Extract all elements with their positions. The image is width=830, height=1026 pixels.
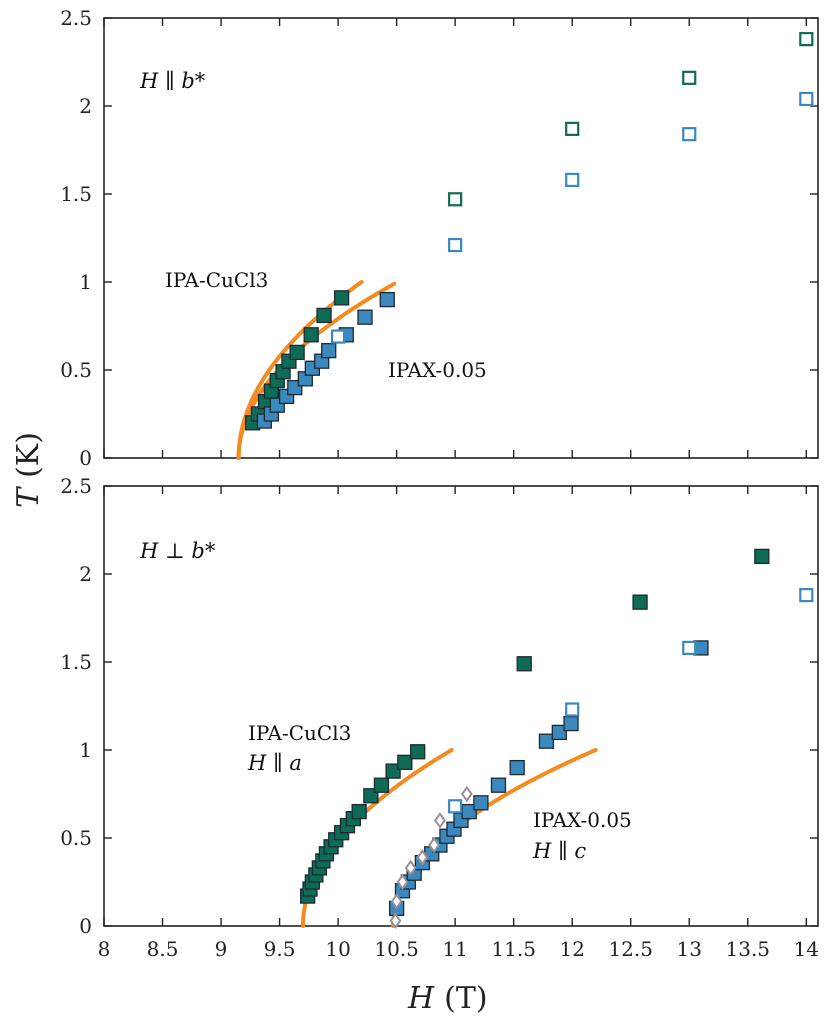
x-tick-label: 9.5 [264,937,296,961]
top-filled-square-point [379,291,395,308]
bottom-filled-square-point [538,733,555,749]
x-axis-title: H (T) [407,981,488,1016]
bottom-fit-curve-1 [391,748,598,928]
bottom-y-tick-label: 0.5 [60,826,92,850]
y-axis-symbol: T [11,486,46,508]
x-tick-label: 9 [215,937,228,961]
bottom-ipax-label: IPAX-0.05 [533,808,632,832]
bottom-diamond-point [404,859,417,877]
x-axis-unit: (T) [444,981,487,1016]
bottom-filled-square-point [410,744,426,760]
bottom-filled-square-point [473,795,489,811]
top-y-tick-label: 0.5 [60,358,92,382]
bottom-diamond-point [460,785,473,803]
bottom-open-square-point [799,588,814,603]
bottom-fit-curve-0 [300,748,454,928]
top-ipa-label: IPA-CuCl3 [165,268,268,292]
top-open-square-point [448,237,463,253]
bottom-filled-square-point [754,548,770,565]
y-axis-unit: (K) [11,432,46,478]
bottom-filled-square-point [351,803,367,820]
top-field-label: H ∥ b* [139,69,206,93]
top-open-square-point [799,91,814,107]
top-open-square-point [682,127,697,142]
top-filled-square-point [316,307,332,324]
top-fit-curve-0 [236,280,364,460]
bottom-diamond-point [416,849,429,866]
bottom-filled-square-point [509,759,525,776]
top-data-points [245,32,814,431]
bottom-y-tick-label: 1 [79,738,92,762]
bottom-diamond-point [389,912,402,929]
x-tick-label: 10 [325,937,350,961]
x-tick-label: 14 [794,937,819,961]
bottom-y-tick-label: 2.5 [60,474,92,498]
top-y-tick-label: 2.5 [60,6,92,30]
bottom-data-points [300,548,814,929]
bottom-open-square-point [682,640,697,656]
bottom-y-tick-label: 0 [79,914,92,938]
x-tick-label: 11 [442,937,467,961]
x-tick-label: 13.5 [726,937,771,961]
top-open-square-point [448,192,463,207]
bottom-field-label: H ⊥ b* [139,539,216,563]
bottom-y-tick-label: 1.5 [60,650,92,674]
x-axis-symbol: H [407,981,435,1016]
bottom-diamond-point [390,893,403,910]
top-open-square-point [330,329,346,344]
top-filled-square-point [289,344,305,361]
y-axis-title: T (K) [11,432,46,508]
bottom-diamond-point [396,873,409,891]
x-tick-label: 12 [559,937,584,961]
x-tick-label: 8.5 [147,937,179,961]
bottom-y-ticks: 0 0.5 1 1.5 2 2.5 [60,474,818,938]
bottom-open-square-point [448,799,463,814]
x-tick-label: 8 [98,937,111,961]
top-filled-square-point [333,290,350,306]
top-filled-square-point [357,309,373,325]
x-tick-label: 12.5 [608,937,653,961]
top-ipax-label: IPAX-0.05 [388,358,487,382]
top-y-tick-label: 1.5 [60,182,92,206]
top-x-ticks [103,18,807,458]
bottom-ipa-sublabel: H ∥ a [247,751,302,775]
x-tick-label: 11.5 [491,937,536,961]
bottom-filled-square-point [385,763,401,779]
bottom-filled-square-point [397,754,413,770]
top-open-square-point [565,172,580,188]
bottom-filled-square-point [563,715,579,732]
x-tick-label: 13 [677,937,702,961]
bottom-filled-square-point [373,777,390,793]
top-y-tick-label: 1 [79,270,92,294]
top-panel-frame [103,17,819,459]
bottom-ipax-sublabel: H ∥ c [532,839,586,863]
bottom-ipa-label: IPA-CuCl3 [248,721,351,745]
bottom-filled-square-point [551,724,567,741]
bottom-filled-square-point [632,594,648,610]
top-filled-square-point [303,327,319,343]
bottom-filled-square-point [490,777,507,793]
top-open-square-point [565,121,580,136]
bottom-y-tick-label: 2 [79,562,92,586]
top-filled-square-point [321,342,337,359]
top-panel: 0 0.5 1 1.5 2 2.5 H ∥ b* IPA-CuCl3 IPAX-0.05 [60,6,819,470]
top-y-tick-label: 2 [79,94,92,118]
top-y-tick-label: 0 [79,446,92,470]
bottom-diamond-point [434,812,446,829]
bottom-panel-frame [103,485,819,927]
bottom-filled-square-point [516,656,532,672]
bottom-open-square-point [565,702,580,717]
top-open-square-point [799,32,814,47]
bottom-panel: 0 0.5 1 1.5 2 2.5 H ⊥ b* IPA-CuCl3 H ∥ a IPAX… [60,474,819,938]
top-y-ticks: 0 0.5 1 1.5 2 2.5 [60,6,818,470]
x-tick-label: 10.5 [374,937,419,961]
x-tick-labels: 8 8.5 9 9.5 10 10.5 11 11.5 12 12.5 13 13.5 14 [98,937,819,961]
bottom-diamond-point [428,836,440,854]
top-open-square-point [682,70,697,85]
